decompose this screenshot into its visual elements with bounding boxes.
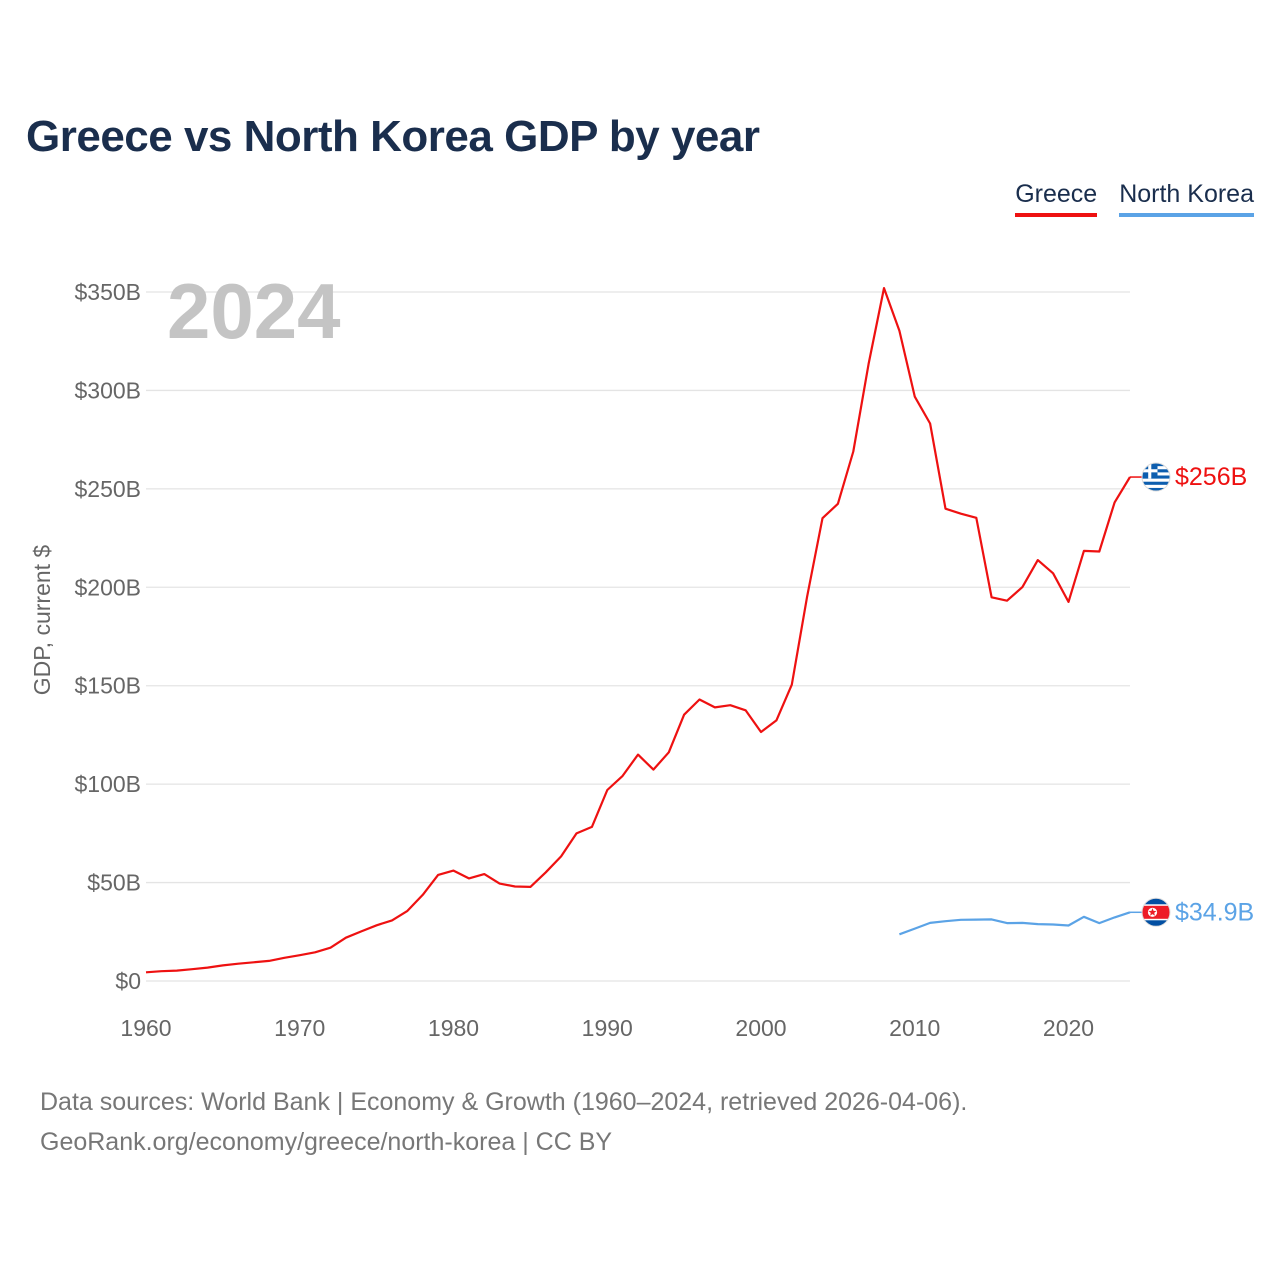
x-tick-label: 1980 (428, 1015, 479, 1041)
series-line-greece (145, 287, 1131, 974)
x-axis-tick-labels: 1960 1970 1980 1990 2000 2010 2020 (120, 1015, 1094, 1041)
series-end-markers: $256B $34.9B (1130, 462, 1254, 927)
greece-flag-icon (1141, 462, 1171, 492)
y-tick-label: $50B (87, 870, 141, 896)
source-note: Data sources: World Bank | Economy & Gro… (40, 1088, 968, 1116)
footer: Data sources: World Bank | Economy & Gro… (40, 1082, 967, 1162)
y-tick-label: $250B (74, 476, 141, 502)
y-tick-label: $300B (74, 377, 141, 403)
north-korea-flag-icon (1141, 897, 1171, 927)
y-tick-label: $0 (115, 968, 141, 994)
attribution-note: GeoRank.org/economy/greece/north-korea |… (40, 1128, 613, 1156)
y-tick-label: $200B (74, 574, 141, 600)
x-tick-label: 1990 (582, 1015, 633, 1041)
gridlines (146, 291, 1130, 982)
legend: Greece North Korea (1015, 180, 1254, 217)
y-tick-label: $100B (74, 771, 141, 797)
x-tick-label: 1970 (274, 1015, 325, 1041)
x-tick-label: 2020 (1043, 1015, 1094, 1041)
y-tick-label: $350B (74, 279, 141, 305)
end-value-label-greece: $256B (1175, 463, 1247, 491)
y-axis-tick-labels: $0 $50B $100B $150B $200B $250B $300B $350B (74, 279, 141, 994)
end-value-label-north-korea: $34.9B (1175, 898, 1254, 926)
x-tick-label: 2010 (889, 1015, 940, 1041)
y-tick-label: $150B (74, 673, 141, 699)
legend-item-north-korea[interactable]: North Korea (1119, 180, 1254, 217)
chart-title: Greece vs North Korea GDP by year (26, 112, 760, 161)
legend-item-greece[interactable]: Greece (1015, 180, 1098, 217)
y-axis-title: GDP, current $ (29, 545, 55, 696)
year-watermark: 2024 (167, 267, 341, 355)
x-tick-label: 1960 (120, 1015, 171, 1041)
x-tick-label: 2000 (735, 1015, 786, 1041)
series-line-north-korea (899, 911, 1131, 936)
series-lines (145, 287, 1131, 974)
